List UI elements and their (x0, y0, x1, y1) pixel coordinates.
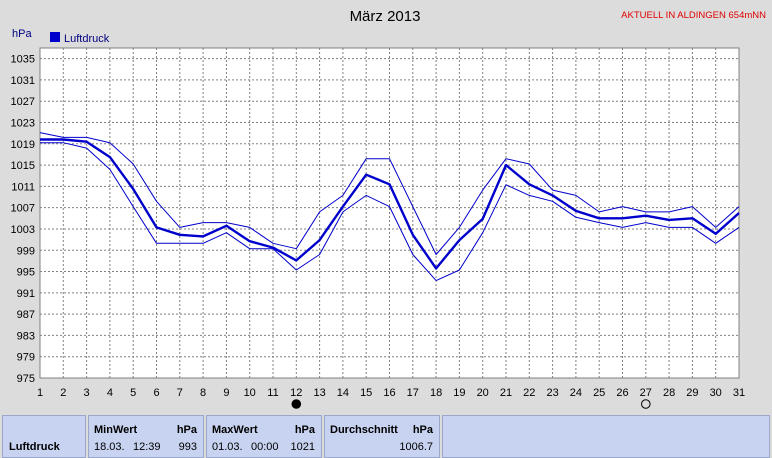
x-tick-label: 20 (477, 387, 489, 399)
max-value: 1021 (290, 441, 315, 453)
y-tick-label: 1035 (11, 54, 35, 66)
y-tick-label: 1023 (11, 118, 35, 130)
y-axis: 975 979 983 987 991 995 999 1003 1007 1011 1015 101… (11, 54, 35, 385)
x-tick-label: 6 (153, 387, 159, 399)
x-tick-label: 29 (686, 387, 698, 399)
x-tick-label: 22 (523, 387, 535, 399)
y-tick-label: 979 (17, 352, 35, 364)
max-date: 01.03. (212, 441, 243, 453)
x-axis: 1 2 3 4 5 6 7 8 9 10 11 12 13 14 15 16 17 18 19 20 21 22 23 24 2… (37, 387, 745, 399)
max-panel: MaxWert hPa 01.03. 00:00 1021 (206, 415, 322, 458)
x-tick-label: 27 (640, 387, 652, 399)
min-header: MinWert (94, 424, 138, 436)
x-tick-label: 31 (733, 387, 745, 399)
x-tick-label: 8 (200, 387, 206, 399)
x-tick-label: 12 (290, 387, 302, 399)
stats-row-label: Luftdruck (9, 441, 60, 453)
x-tick-label: 21 (500, 387, 512, 399)
x-tick-label: 3 (84, 387, 90, 399)
avg-header: Durchschnitt (330, 424, 398, 436)
y-tick-label: 987 (17, 309, 35, 321)
series-group (39, 132, 740, 282)
legend-swatch (50, 32, 60, 42)
y-tick-label: 983 (17, 330, 35, 342)
y-tick-label: 1027 (11, 96, 35, 108)
x-tick-label: 9 (223, 387, 229, 399)
y-tick-label: 995 (17, 267, 35, 279)
grid (40, 48, 739, 378)
x-tick-label: 1 (37, 387, 43, 399)
x-tick-label: 13 (313, 387, 325, 399)
y-tick-label: 991 (17, 288, 35, 300)
chart-title: März 2013 (350, 8, 421, 25)
y-tick-label: 1031 (11, 75, 35, 87)
max-unit: hPa (294, 424, 315, 436)
stats-label-panel: Luftdruck (2, 415, 86, 458)
max-time: 00:00 (251, 441, 279, 453)
x-tick-label: 5 (130, 387, 136, 399)
y-tick-label: 999 (17, 245, 35, 257)
y-tick-label: 975 (17, 373, 35, 385)
x-tick-label: 14 (337, 387, 349, 399)
x-tick-label: 15 (360, 387, 372, 399)
legend-label: Luftdruck (64, 33, 110, 45)
x-tick-label: 11 (267, 387, 278, 399)
x-tick-label: 2 (60, 387, 66, 399)
min-value: 993 (178, 441, 197, 453)
series-line-min (40, 142, 740, 282)
x-tick-label: 24 (570, 387, 582, 399)
x-tick-label: 26 (616, 387, 628, 399)
y-tick-label: 1015 (11, 160, 35, 172)
full-moon-icon (641, 399, 651, 409)
station-label: AKTUELL IN ALDINGEN 654mNN (621, 10, 766, 21)
x-tick-label: 18 (430, 387, 442, 399)
y-tick-label: 1011 (11, 181, 35, 193)
min-panel: MinWert hPa 18.03. 12:39 993 (88, 415, 204, 458)
avg-value: 1006.7 (399, 441, 433, 453)
stats-filler-panel (442, 415, 770, 458)
statistics-table: Luftdruck MinWert hPa 18.03. 12:39 993 M… (0, 412, 772, 458)
x-tick-label: 10 (244, 387, 256, 399)
new-moon-icon (291, 399, 302, 409)
min-date: 18.03. (94, 441, 125, 453)
avg-panel: Durchschnitt hPa 1006.7 (324, 415, 440, 458)
min-unit: hPa (176, 424, 197, 436)
y-axis-unit: hPa (12, 28, 32, 40)
x-tick-label: 30 (710, 387, 722, 399)
max-header: MaxWert (212, 424, 258, 436)
y-tick-label: 1003 (11, 224, 35, 236)
chart: März 2013 AKTUELL IN ALDINGEN 654mNN hPa… (11, 8, 766, 409)
moon-markers (291, 399, 651, 409)
x-tick-label: 7 (177, 387, 183, 399)
series-line-mean (40, 138, 740, 270)
x-tick-label: 4 (107, 387, 113, 399)
x-tick-label: 19 (453, 387, 465, 399)
series-line-max (39, 132, 740, 255)
x-tick-label: 28 (663, 387, 675, 399)
min-time: 12:39 (133, 441, 161, 453)
x-tick-label: 17 (407, 387, 419, 399)
x-tick-label: 23 (546, 387, 558, 399)
y-tick-label: 1007 (11, 203, 35, 215)
y-tick-label: 1019 (11, 139, 35, 151)
x-tick-label: 25 (593, 387, 605, 399)
avg-unit: hPa (412, 424, 433, 436)
x-tick-label: 16 (383, 387, 395, 399)
